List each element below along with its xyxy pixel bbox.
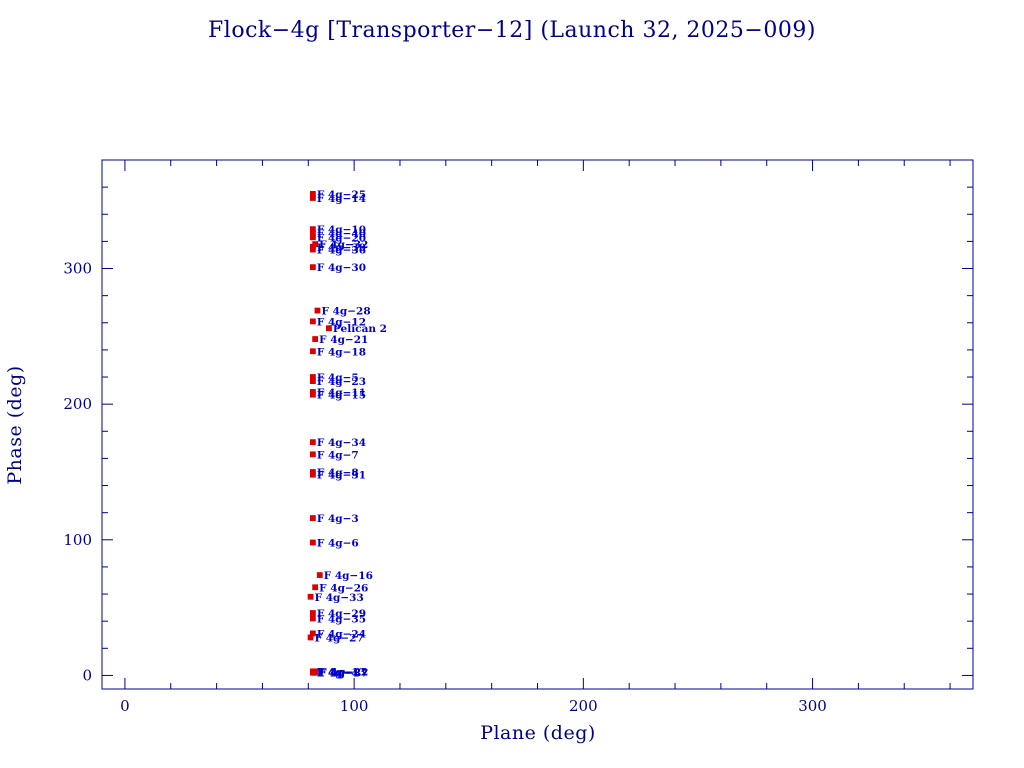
data-point-label: F 4g−39 (317, 242, 366, 254)
data-point-label: F 4g−11 (317, 387, 366, 399)
y-tick-label: 300 (63, 260, 92, 278)
data-point-label: F 4g−22 (319, 666, 368, 678)
data-point (309, 610, 316, 616)
data-point-label: F 4g−33 (315, 592, 364, 604)
data-points: F 4g−25F 4g−14F 4g−10F 4g−40F 4g−20F 4g−… (307, 189, 387, 680)
y-tick-labels: 0 100 200 300 (63, 260, 92, 685)
x-tick-label: 200 (569, 697, 598, 715)
data-point (316, 572, 323, 578)
data-point-label: F 4g−37 (319, 668, 368, 680)
data-point-label: F 4g−10 (317, 224, 366, 236)
data-point (309, 669, 316, 676)
data-point-label: Pelican 2 (333, 323, 387, 335)
data-point-label: F 4g−23 (317, 376, 366, 388)
data-point (309, 348, 316, 355)
data-point (314, 307, 321, 314)
data-point (307, 634, 314, 641)
x-tick-label: 300 (798, 697, 827, 715)
x-tick-label: 100 (340, 697, 369, 715)
data-point-label: F 4g−18 (317, 346, 366, 358)
data-point-label: F 4g−24 (317, 628, 366, 640)
data-point-label: F 4g−16 (324, 570, 373, 582)
data-point (309, 391, 316, 398)
data-point (309, 615, 316, 622)
data-point-label: F 4g−30 (317, 262, 366, 274)
data-point-label: F 4g−32 (319, 239, 368, 251)
data-point (309, 234, 316, 241)
data-point (312, 584, 319, 591)
data-point (309, 471, 316, 478)
data-point-label: F 4g−4 (317, 668, 359, 680)
data-point-label: F 4g−13 (317, 666, 366, 678)
y-tick-label: 0 (82, 666, 92, 684)
data-point (309, 246, 316, 253)
data-point-label: F 4g−7 (317, 449, 359, 461)
data-point-label: F 4g−40 (317, 228, 366, 240)
data-point-label: F 4g−36 (317, 245, 366, 257)
data-point (307, 593, 314, 600)
data-point-label: F 4g−14 (317, 193, 366, 205)
x-axis-label: Plane (deg) (480, 722, 596, 744)
data-point-label: F 4g−27 (315, 632, 364, 644)
data-point-label: F 4g−31 (317, 470, 366, 482)
data-point (309, 539, 316, 546)
chart-title: Flock−4g [Transporter−12] (Launch 32, 20… (208, 18, 816, 43)
data-point-label: F 4g−21 (319, 334, 368, 346)
data-point (309, 378, 316, 384)
y-tick-label: 100 (63, 531, 92, 549)
data-point (309, 439, 316, 446)
data-point (309, 264, 316, 271)
data-point-label: F 4g−26 (319, 582, 368, 594)
data-point-label: F 4g−6 (317, 538, 359, 550)
data-point (326, 325, 332, 332)
data-point (309, 318, 316, 325)
y-tick-label: 200 (63, 395, 92, 413)
data-point (312, 336, 319, 342)
data-point-label: F 4g−29 (317, 608, 366, 620)
axis-ticks (102, 159, 973, 689)
y-axis-label: Phase (deg) (4, 365, 26, 484)
data-point (309, 451, 316, 458)
x-tick-label: 0 (120, 697, 130, 715)
data-point-label: F 4g−5 (317, 372, 359, 384)
data-point-label: F 4g−34 (317, 437, 366, 449)
data-point-label: F 4g−28 (321, 306, 370, 318)
data-point-label: F 4g−3 (317, 513, 359, 525)
data-point (309, 515, 316, 521)
data-point (309, 195, 316, 201)
data-point-label: F 4g−25 (317, 189, 366, 201)
data-point-label: F 4g−35 (317, 613, 366, 625)
x-tick-labels: 0 100 200 300 (120, 697, 827, 715)
data-point-label: F 4g−8 (317, 467, 359, 479)
data-point-label: F 4g−20 (317, 232, 366, 244)
plot-frame (101, 159, 974, 690)
data-point-label: F 4g−15 (317, 390, 366, 402)
